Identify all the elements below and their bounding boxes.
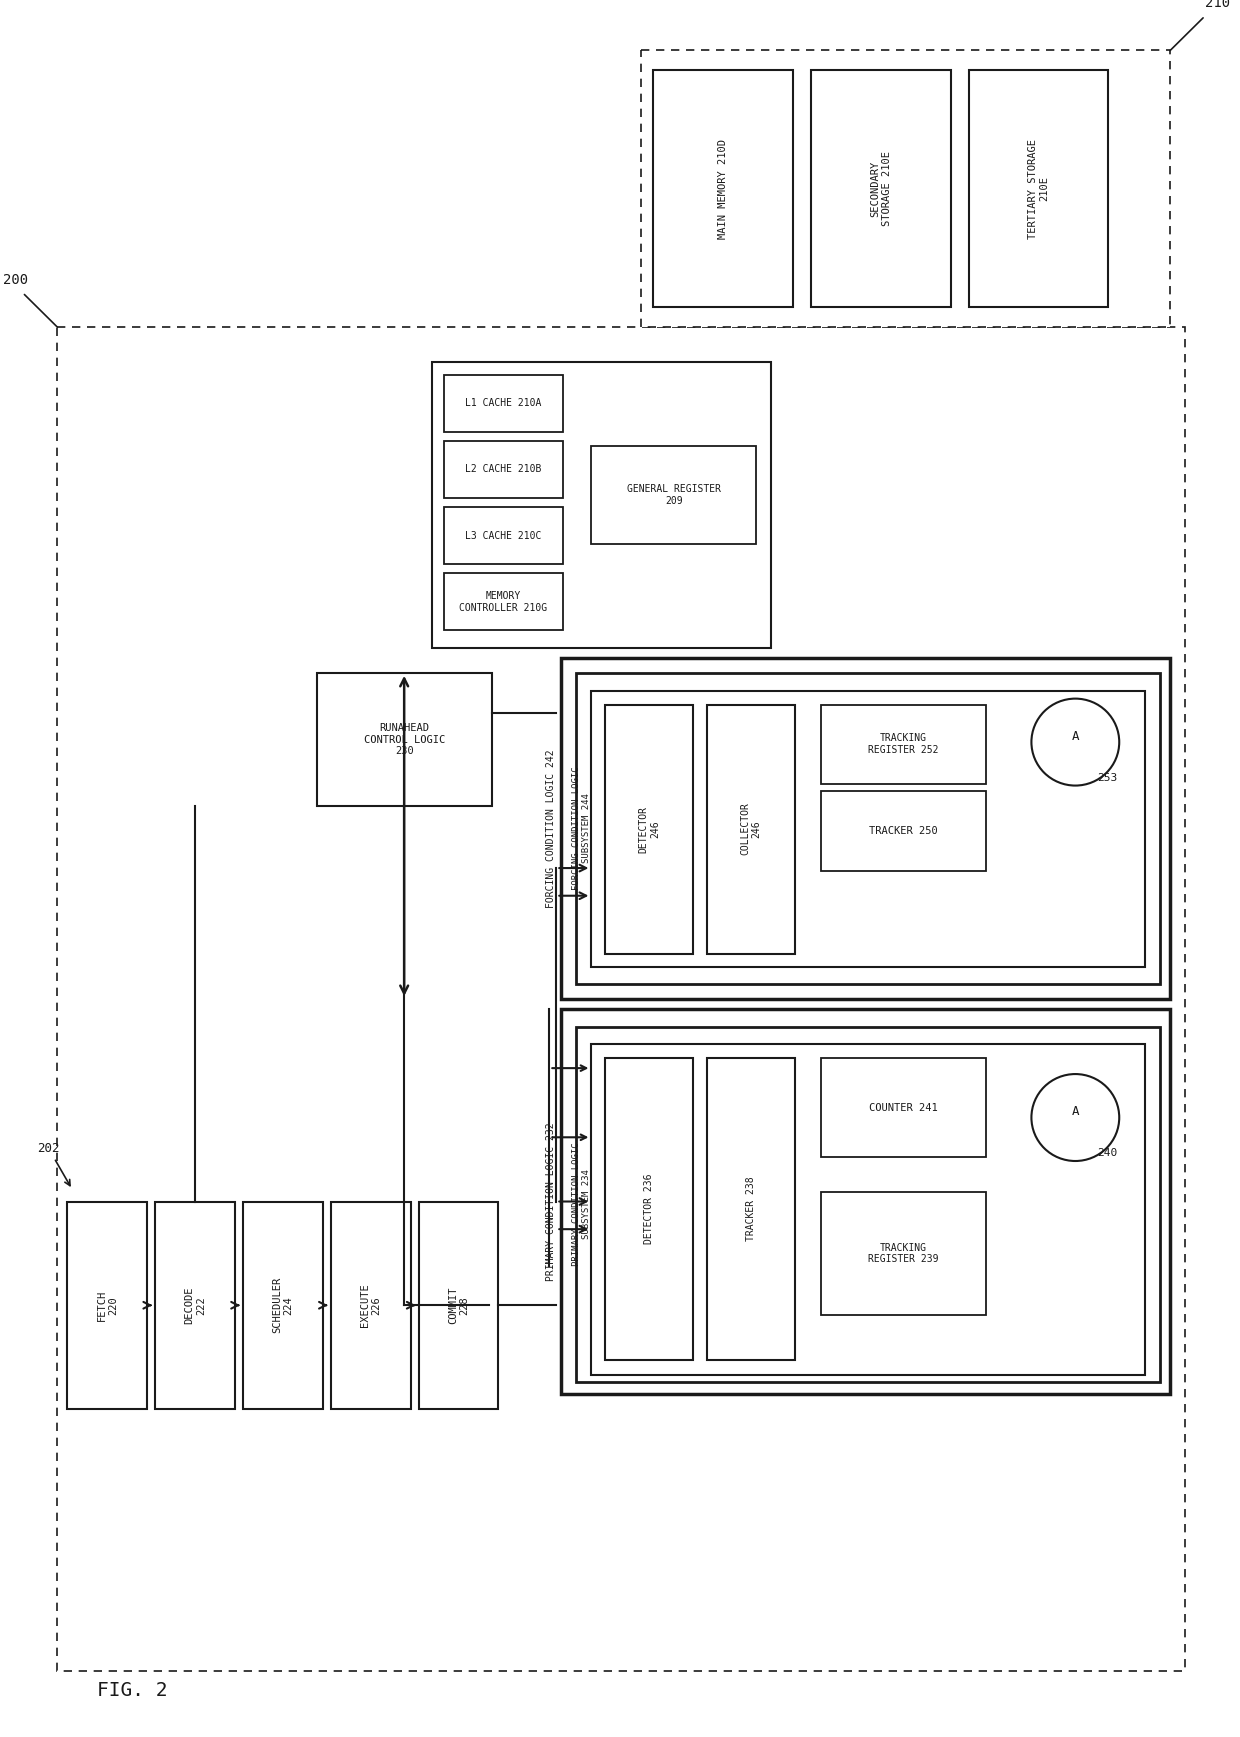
Bar <box>243 1202 322 1409</box>
Text: L3 CACHE 210C: L3 CACHE 210C <box>465 530 542 540</box>
Bar <box>653 69 792 307</box>
Text: DETECTOR 236: DETECTOR 236 <box>645 1174 655 1244</box>
Bar <box>821 1192 986 1315</box>
Bar <box>821 792 986 870</box>
Circle shape <box>1032 698 1120 785</box>
Text: FORCING CONDITION LOGIC 242: FORCING CONDITION LOGIC 242 <box>547 749 557 908</box>
Bar <box>641 50 1171 327</box>
Text: FORCING CONDITION LOGIC
SUBSYSTEM 244: FORCING CONDITION LOGIC SUBSYSTEM 244 <box>572 766 591 891</box>
Text: SCHEDULER
224: SCHEDULER 224 <box>272 1277 294 1334</box>
Text: COMMIT
228: COMMIT 228 <box>448 1287 470 1324</box>
Bar <box>707 705 795 954</box>
Bar <box>432 361 771 648</box>
Bar <box>591 691 1146 968</box>
Text: EXECUTE
226: EXECUTE 226 <box>360 1284 382 1327</box>
Text: 210: 210 <box>1205 0 1230 10</box>
Text: 200: 200 <box>2 273 29 287</box>
Text: A: A <box>1071 1105 1079 1119</box>
Bar <box>821 705 986 783</box>
Bar <box>811 69 951 307</box>
Bar <box>317 672 491 806</box>
Bar <box>707 1058 795 1360</box>
Bar <box>562 658 1171 999</box>
Bar <box>577 1027 1161 1383</box>
Bar <box>419 1202 498 1409</box>
Bar <box>444 573 563 631</box>
Bar <box>591 1044 1146 1376</box>
Text: TRACKER 250: TRACKER 250 <box>869 827 937 835</box>
Text: FIG. 2: FIG. 2 <box>97 1681 167 1701</box>
Bar <box>331 1202 410 1409</box>
Text: DECODE
222: DECODE 222 <box>185 1287 206 1324</box>
Text: TERTIARY STORAGE
210E: TERTIARY STORAGE 210E <box>1028 139 1049 238</box>
Bar <box>444 441 563 499</box>
Text: L2 CACHE 210B: L2 CACHE 210B <box>465 464 542 474</box>
Text: MAIN MEMORY 210D: MAIN MEMORY 210D <box>718 139 728 238</box>
Text: TRACKING
REGISTER 252: TRACKING REGISTER 252 <box>868 733 939 756</box>
Text: DETECTOR
246: DETECTOR 246 <box>639 806 660 853</box>
Text: PRIMARY CONDITION LOGIC
SUBSYSTEM 234: PRIMARY CONDITION LOGIC SUBSYSTEM 234 <box>572 1143 591 1266</box>
Text: TRACKER 238: TRACKER 238 <box>746 1176 756 1242</box>
Text: MEMORY
CONTROLLER 210G: MEMORY CONTROLLER 210G <box>459 591 548 613</box>
Text: COLLECTOR
246: COLLECTOR 246 <box>740 802 761 856</box>
Text: COUNTER 241: COUNTER 241 <box>869 1103 937 1113</box>
Bar <box>605 1058 693 1360</box>
Text: A: A <box>1071 730 1079 743</box>
Circle shape <box>1032 1073 1120 1160</box>
Bar <box>562 1009 1171 1395</box>
Text: TRACKING
REGISTER 239: TRACKING REGISTER 239 <box>868 1242 939 1265</box>
Text: FETCH
220: FETCH 220 <box>97 1289 118 1320</box>
Text: GENERAL REGISTER
209: GENERAL REGISTER 209 <box>626 485 720 505</box>
Text: 202: 202 <box>37 1143 69 1186</box>
Bar <box>57 327 1185 1671</box>
Bar <box>968 69 1109 307</box>
Bar <box>67 1202 148 1409</box>
Bar <box>821 1058 986 1157</box>
Text: L1 CACHE 210A: L1 CACHE 210A <box>465 398 542 408</box>
Bar <box>605 705 693 954</box>
Bar <box>444 507 563 565</box>
Text: RUNAHEAD
CONTROL LOGIC
230: RUNAHEAD CONTROL LOGIC 230 <box>363 723 445 756</box>
Bar <box>591 446 756 544</box>
Text: 253: 253 <box>1097 773 1117 783</box>
Bar <box>155 1202 236 1409</box>
Text: SECONDARY
STORAGE 210E: SECONDARY STORAGE 210E <box>870 151 892 226</box>
Bar <box>444 375 563 433</box>
Text: 240: 240 <box>1097 1148 1117 1159</box>
Bar <box>577 672 1161 985</box>
Text: PRIMARY CONDITION LOGIC 232: PRIMARY CONDITION LOGIC 232 <box>547 1122 557 1280</box>
